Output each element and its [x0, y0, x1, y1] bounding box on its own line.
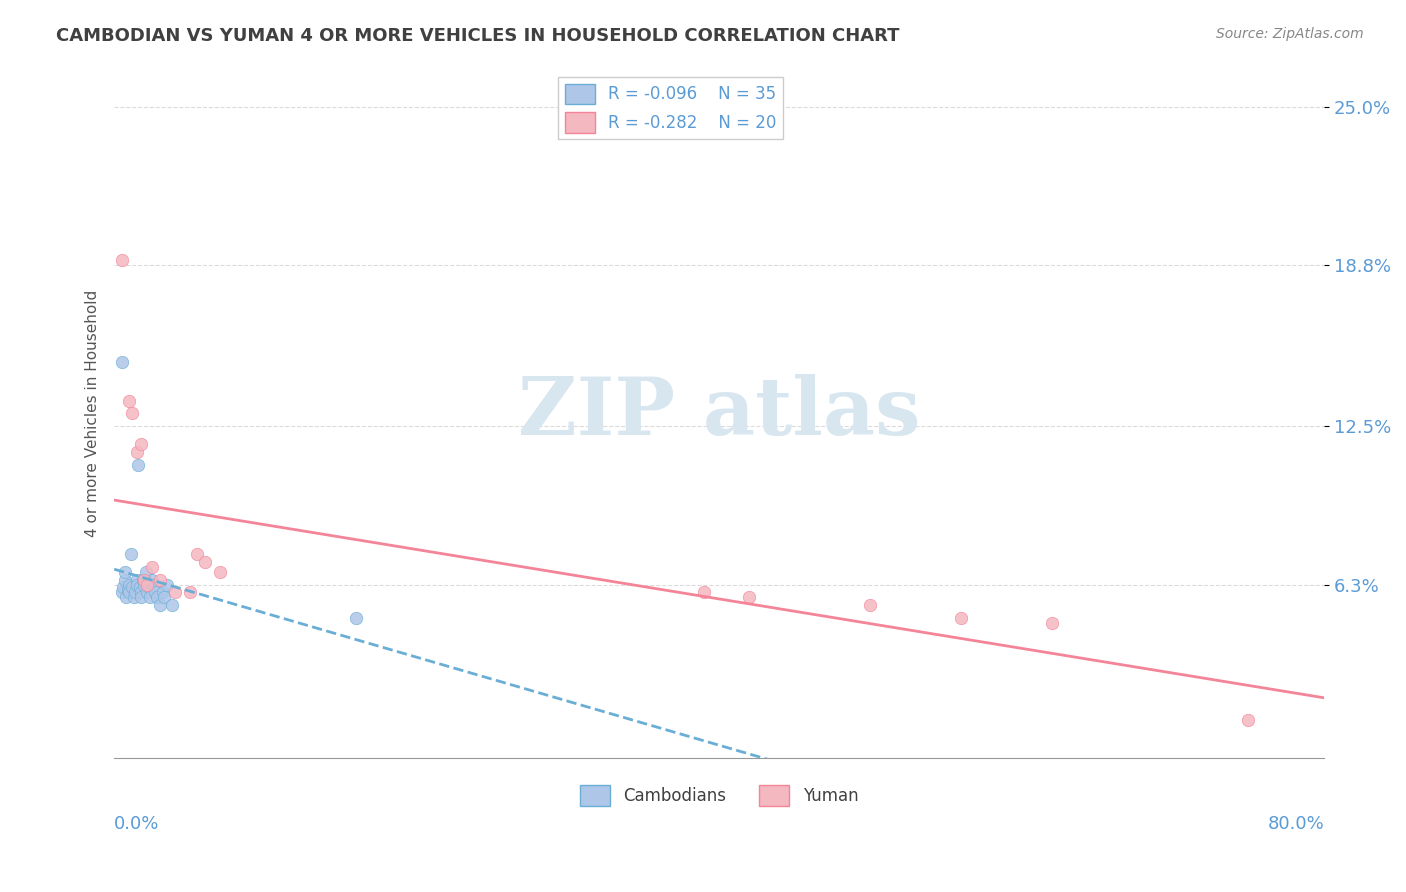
Text: 0.0%: 0.0%	[114, 814, 159, 832]
Point	[111, 253, 134, 268]
Point	[163, 585, 186, 599]
Point	[143, 585, 166, 599]
Y-axis label: 4 or more Vehicles in Household: 4 or more Vehicles in Household	[86, 290, 100, 537]
Point	[209, 565, 232, 579]
Point	[1237, 713, 1260, 727]
Point	[136, 577, 159, 591]
Text: Source: ZipAtlas.com: Source: ZipAtlas.com	[1216, 27, 1364, 41]
Point	[121, 580, 143, 594]
Point	[134, 573, 156, 587]
Point	[131, 585, 153, 599]
Point	[139, 591, 162, 605]
Point	[186, 547, 208, 561]
Point	[738, 591, 761, 605]
Point	[131, 437, 153, 451]
Point	[156, 577, 179, 591]
Point	[148, 598, 170, 612]
Point	[118, 585, 141, 599]
Point	[344, 611, 367, 625]
Point	[125, 445, 148, 459]
Point	[148, 573, 170, 587]
Point	[125, 573, 148, 587]
Point	[693, 585, 716, 599]
Point	[136, 585, 159, 599]
Legend: Cambodians, Yuman: Cambodians, Yuman	[574, 779, 865, 813]
Point	[111, 355, 134, 369]
Text: CAMBODIAN VS YUMAN 4 OR MORE VEHICLES IN HOUSEHOLD CORRELATION CHART: CAMBODIAN VS YUMAN 4 OR MORE VEHICLES IN…	[56, 27, 900, 45]
Point	[141, 573, 163, 587]
Point	[118, 393, 141, 408]
Point	[121, 407, 143, 421]
Point	[127, 458, 149, 472]
Point	[111, 585, 134, 599]
Point	[859, 598, 882, 612]
Point	[134, 577, 156, 591]
Point	[179, 585, 201, 599]
Point	[132, 573, 155, 587]
Point	[142, 577, 165, 591]
Point	[117, 582, 139, 597]
Text: 80.0%: 80.0%	[1267, 814, 1324, 832]
Point	[135, 565, 157, 579]
Point	[114, 565, 136, 579]
Point	[115, 591, 138, 605]
Point	[950, 611, 973, 625]
Text: ZIP atlas: ZIP atlas	[517, 375, 921, 452]
Point	[152, 585, 174, 599]
Point	[153, 591, 176, 605]
Point	[120, 547, 142, 561]
Point	[160, 598, 183, 612]
Point	[131, 591, 153, 605]
Point	[124, 585, 146, 599]
Point	[1040, 615, 1063, 630]
Point	[138, 580, 160, 594]
Point	[145, 591, 167, 605]
Point	[125, 577, 148, 591]
Point	[114, 573, 136, 587]
Point	[129, 580, 152, 594]
Point	[112, 580, 135, 594]
Point	[122, 591, 145, 605]
Point	[194, 555, 217, 569]
Point	[118, 577, 141, 591]
Point	[141, 559, 163, 574]
